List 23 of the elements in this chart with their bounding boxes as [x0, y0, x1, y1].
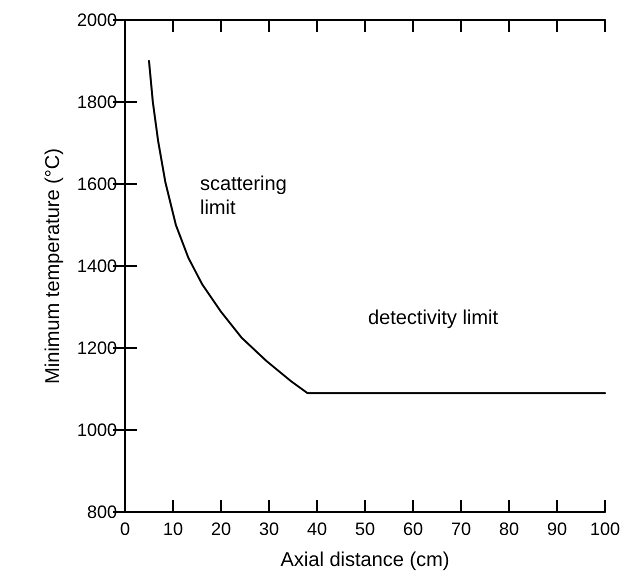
x-tick-label: 10	[162, 519, 184, 539]
line-series	[148, 60, 606, 394]
y-tick-label: 1600	[76, 174, 117, 194]
x-tick-label: 70	[450, 519, 472, 539]
x-tick-label: 80	[498, 519, 520, 539]
y-tick-label: 1800	[76, 92, 117, 112]
annotation: detectivity limit	[368, 307, 498, 329]
y-tick-label: 1200	[76, 338, 117, 358]
y-tick-label: 1400	[76, 256, 117, 276]
y-tick-label: 1000	[76, 420, 117, 440]
x-tick-label: 20	[210, 519, 232, 539]
annotation: scattering limit	[200, 173, 287, 219]
x-tick-label: 50	[354, 519, 376, 539]
x-tick-label: 60	[402, 519, 424, 539]
x-tick-label: 90	[546, 519, 568, 539]
y-tick-label: 800	[86, 502, 117, 522]
x-tick-label: 0	[120, 519, 130, 539]
y-axis-title: Minimum temperature (°C)	[42, 148, 64, 384]
x-axis-title: Axial distance (cm)	[280, 549, 450, 571]
y-tick-label: 2000	[76, 10, 117, 30]
x-tick-label: 100	[590, 519, 620, 539]
x-tick-label: 40	[306, 519, 328, 539]
x-tick-label: 30	[258, 519, 280, 539]
